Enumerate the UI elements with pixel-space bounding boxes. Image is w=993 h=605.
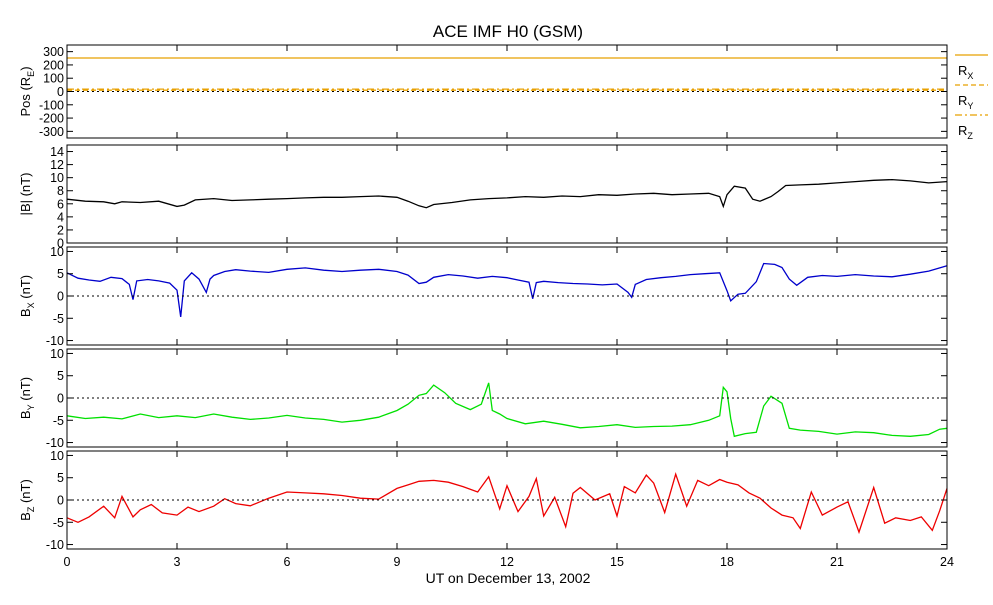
y-tick-label-4-4: -10 — [46, 538, 64, 552]
series-line-2-0 — [66, 262, 948, 317]
series-line-4-0 — [66, 472, 948, 535]
x-tick-label-2: 6 — [284, 555, 291, 569]
y-tick-label-2-0: 10 — [50, 245, 64, 259]
x-tick-label-1: 3 — [174, 555, 181, 569]
y-tick-label-3-3: -5 — [53, 414, 64, 428]
y-tick-label-4-1: 5 — [57, 471, 64, 485]
x-tick-label-5: 15 — [610, 555, 624, 569]
y-tick-label-0-1: 200 — [43, 58, 64, 72]
y-tick-label-0-2: 100 — [43, 72, 64, 86]
y-tick-label-4-3: -5 — [53, 516, 64, 530]
panel-4: 10 5 0 -5 -10 BZ (nT) — [18, 449, 948, 552]
panel-3: 10 5 0 -5 -10 BY (nT) — [18, 347, 948, 450]
x-tick-label-4: 12 — [500, 555, 514, 569]
x-axis-title: UT on December 13, 2002 — [426, 570, 591, 586]
y-tick-label-1-6: 2 — [57, 223, 64, 237]
y-tick-label-3-0: 10 — [50, 347, 64, 361]
x-tick-label-8: 24 — [940, 555, 954, 569]
y-tick-label-2-1: 5 — [57, 267, 64, 281]
x-tick-label-0: 0 — [64, 555, 71, 569]
x-tick-label-6: 18 — [720, 555, 734, 569]
series-line-1-0 — [66, 178, 948, 209]
y-tick-label-0-3: 0 — [57, 85, 64, 99]
y-tick-label-0-4: -100 — [39, 98, 64, 112]
y-tick-label-1-0: 14 — [50, 145, 64, 159]
y-tick-label-0-6: -300 — [39, 125, 64, 139]
y-tick-label-1-5: 4 — [57, 210, 64, 224]
y-axis-title-4: BZ (nT) — [18, 479, 36, 521]
y-tick-label-1-7: 0 — [57, 237, 64, 251]
series-line-3-0 — [66, 382, 948, 438]
y-axis-title-3: BY (nT) — [18, 377, 36, 419]
y-tick-label-0-5: -200 — [39, 112, 64, 126]
y-tick-label-3-1: 5 — [57, 369, 64, 383]
y-tick-label-3-2: 0 — [57, 392, 64, 406]
y-tick-label-0-0: 300 — [43, 45, 64, 59]
y-tick-label-3-4: -10 — [46, 436, 64, 450]
y-axis-title-1: |B| (nT) — [18, 173, 33, 216]
y-tick-label-4-2: 0 — [57, 494, 64, 508]
y-tick-label-1-3: 8 — [57, 184, 64, 198]
chart-title: ACE IMF H0 (GSM) — [433, 22, 583, 41]
panel-2: 10 5 0 -5 -10 BX (nT) — [18, 245, 948, 348]
legend-label-0: RX — [958, 63, 973, 81]
legend-label-1: RY — [958, 93, 973, 111]
y-axis-title-0: Pos (RE) — [18, 66, 36, 116]
y-tick-label-4-0: 10 — [50, 449, 64, 463]
y-tick-label-1-2: 10 — [50, 171, 64, 185]
y-tick-label-2-4: -10 — [46, 334, 64, 348]
y-tick-label-1-1: 12 — [50, 158, 64, 172]
y-tick-label-1-4: 6 — [57, 197, 64, 211]
y-axis-title-2: BX (nT) — [18, 275, 36, 317]
panel-frame-1 — [66, 144, 948, 244]
legend-label-2: RZ — [958, 123, 973, 141]
y-tick-label-2-3: -5 — [53, 312, 64, 326]
x-tick-label-7: 21 — [830, 555, 844, 569]
y-tick-label-2-2: 0 — [57, 290, 64, 304]
x-tick-label-3: 9 — [394, 555, 401, 569]
